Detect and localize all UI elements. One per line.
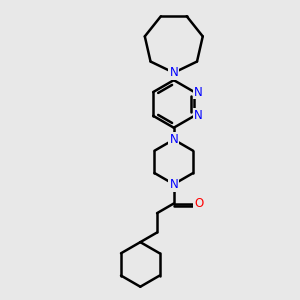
Text: O: O: [194, 197, 204, 210]
Text: N: N: [169, 133, 178, 146]
Text: N: N: [169, 66, 178, 79]
Text: N: N: [169, 178, 178, 191]
Text: N: N: [194, 85, 203, 98]
Text: N: N: [194, 109, 203, 122]
